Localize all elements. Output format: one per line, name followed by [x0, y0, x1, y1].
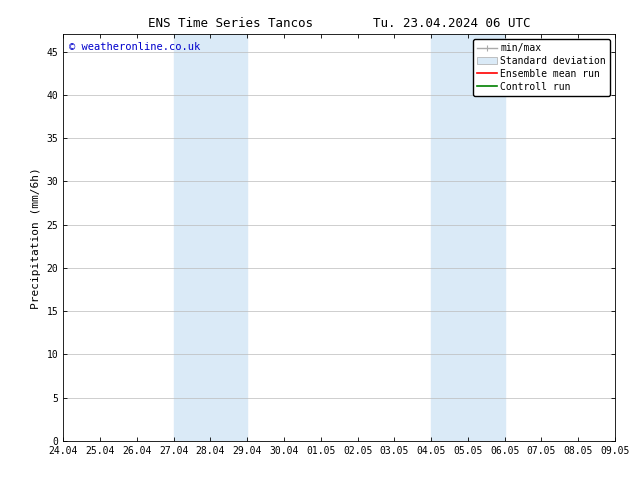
Text: © weatheronline.co.uk: © weatheronline.co.uk: [69, 43, 200, 52]
Y-axis label: Precipitation (mm/6h): Precipitation (mm/6h): [31, 167, 41, 309]
Bar: [431, 34, 505, 441]
Title: ENS Time Series Tancos        Tu. 23.04.2024 06 UTC: ENS Time Series Tancos Tu. 23.04.2024 06…: [148, 17, 531, 30]
Legend: min/max, Standard deviation, Ensemble mean run, Controll run: min/max, Standard deviation, Ensemble me…: [473, 39, 610, 96]
Bar: [174, 34, 247, 441]
